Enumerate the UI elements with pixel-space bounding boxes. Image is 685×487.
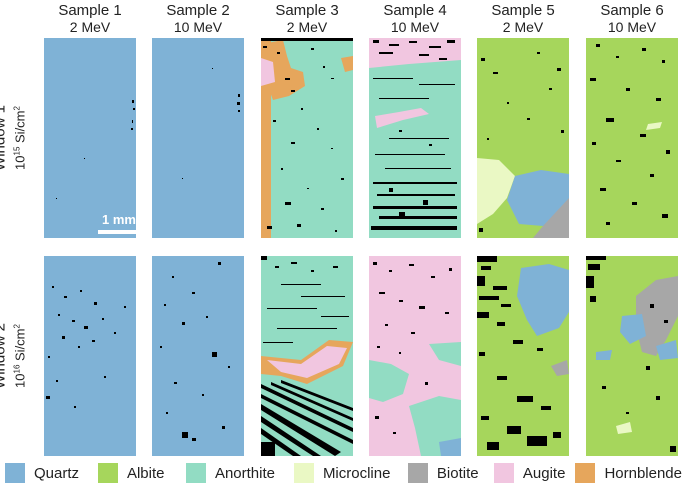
legend-label: Quartz — [34, 464, 80, 482]
beam-energy: 2 MeV — [286, 19, 328, 35]
column-header-sample-4: Sample 4 10 MeV — [369, 2, 461, 36]
phase-map-sample-6-window-1 — [586, 38, 678, 238]
phase-map-sample-6-window-2 — [586, 256, 678, 456]
phase-map-sample-5-window-2 — [477, 256, 569, 456]
beam-energy: 10 MeV — [607, 19, 657, 35]
legend-label: Augite — [522, 464, 566, 482]
column-header-sample-6: Sample 6 10 MeV — [586, 2, 678, 36]
legend-swatch — [493, 463, 514, 483]
legend-item-anorthite: Anorthite — [185, 462, 275, 484]
sample-name: Sample 5 — [491, 2, 555, 19]
row-label-window-2: Window 2 1016 Si/cm2 — [0, 256, 28, 456]
fluence-label: 1015 Si/cm2 — [12, 106, 28, 170]
beam-energy: 10 MeV — [173, 19, 223, 35]
column-header-sample-1: Sample 1 2 MeV — [44, 2, 136, 36]
sample-name: Sample 2 — [166, 2, 230, 19]
scale-bar-label: 1 mm — [102, 212, 136, 227]
legend-label: Hornblende — [604, 464, 682, 482]
legend-label: Biotite — [436, 464, 479, 482]
window-name: Window 2 — [0, 323, 9, 389]
legend-item-albite: Albite — [97, 462, 165, 484]
phase-map-sample-5-window-1 — [477, 38, 569, 238]
legend-item-quartz: Quartz — [5, 462, 79, 484]
phase-map-sample-4-window-1 — [369, 38, 461, 238]
phase-map-sample-2-window-1 — [152, 38, 244, 238]
phase-map-sample-4-window-2 — [369, 256, 461, 456]
legend-label: Microcline — [322, 464, 391, 482]
column-header-sample-2: Sample 2 10 MeV — [152, 2, 244, 36]
phase-map-sample-1-window-1 — [44, 38, 136, 238]
legend-swatch — [97, 463, 118, 483]
legend-label: Albite — [126, 464, 165, 482]
scale-bar — [98, 230, 139, 234]
legend-item-hornblende: Hornblende — [575, 462, 682, 484]
legend-item-microcline: Microcline — [293, 462, 391, 484]
column-header-sample-3: Sample 3 2 MeV — [261, 2, 353, 36]
row-label-window-1: Window 1 1015 Si/cm2 — [0, 38, 28, 238]
sample-name: Sample 3 — [275, 2, 339, 19]
legend-item-augite: Augite — [493, 462, 566, 484]
phase-map-sample-3-window-2 — [261, 256, 353, 456]
legend-swatch — [185, 463, 206, 483]
sample-name: Sample 4 — [383, 2, 447, 19]
phase-legend: Quartz Albite Anorthite Microcline Bioti… — [0, 462, 685, 484]
legend-swatch — [5, 463, 25, 483]
beam-energy: 2 MeV — [69, 19, 111, 35]
fluence-label: 1016 Si/cm2 — [12, 324, 28, 388]
column-header-sample-5: Sample 5 2 MeV — [477, 2, 569, 36]
window-name: Window 1 — [0, 105, 9, 171]
beam-energy: 10 MeV — [390, 19, 440, 35]
beam-energy: 2 MeV — [502, 19, 544, 35]
phase-map-sample-3-window-1 — [261, 38, 353, 238]
phase-map-sample-2-window-2 — [152, 256, 244, 456]
sample-name: Sample 6 — [600, 2, 664, 19]
legend-swatch — [407, 463, 428, 483]
legend-swatch — [293, 463, 314, 483]
legend-swatch — [575, 463, 596, 483]
legend-item-biotite: Biotite — [407, 462, 479, 484]
legend-label: Anorthite — [214, 464, 275, 482]
phase-map-sample-1-window-2 — [44, 256, 136, 456]
sample-name: Sample 1 — [58, 2, 122, 19]
